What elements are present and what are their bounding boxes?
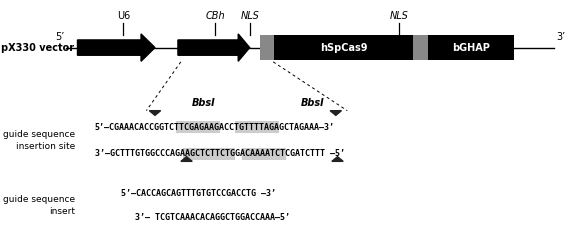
Text: pX330 vector: pX330 vector <box>1 43 74 53</box>
Bar <box>260 35 274 60</box>
Bar <box>183 148 235 159</box>
Text: BbsI: BbsI <box>301 98 325 108</box>
Text: 5’–CGAAACACCGGTCTTCGAGAAGACCTGTTTTAGAGCTAGAAA–3’: 5’–CGAAACACCGGTCTTCGAGAAGACCTGTTTTAGAGCT… <box>95 123 335 132</box>
Polygon shape <box>181 157 192 161</box>
Text: 5’–CACCAGCAGTTTGTGTCCGACCTG –3’: 5’–CACCAGCAGTTTGTGTCCGACCTG –3’ <box>121 189 276 198</box>
Bar <box>274 35 413 60</box>
Polygon shape <box>178 34 250 61</box>
Bar <box>413 35 428 60</box>
Bar <box>242 148 286 159</box>
Bar <box>428 35 514 60</box>
Text: BbsI: BbsI <box>192 98 216 108</box>
Text: bGHAP: bGHAP <box>452 43 490 53</box>
Text: 3’–GCTTTGTGGCCCAGAAGCTCTTCTGGACAAAATCTCGATCTTT –5’: 3’–GCTTTGTGGCCCAGAAGCTCTTCTGGACAAAATCTCG… <box>95 149 345 158</box>
Text: 3’– TCGTCAAACACAGGCTGGACCAAA–5’: 3’– TCGTCAAACACAGGCTGGACCAAA–5’ <box>135 213 290 222</box>
Polygon shape <box>330 111 342 115</box>
Bar <box>176 121 220 133</box>
Text: guide sequence
insert: guide sequence insert <box>3 195 75 216</box>
Text: NLS: NLS <box>241 10 259 20</box>
Polygon shape <box>149 111 161 115</box>
Text: 5’: 5’ <box>55 32 64 42</box>
Text: U6: U6 <box>117 10 130 20</box>
Text: guide sequence
insertion site: guide sequence insertion site <box>3 130 75 151</box>
Bar <box>235 121 279 133</box>
Text: NLS: NLS <box>390 10 408 20</box>
Text: 3’: 3’ <box>557 32 566 42</box>
Polygon shape <box>77 34 155 61</box>
Text: CBh: CBh <box>205 10 225 20</box>
Text: hSpCas9: hSpCas9 <box>320 43 367 53</box>
Polygon shape <box>332 157 343 161</box>
